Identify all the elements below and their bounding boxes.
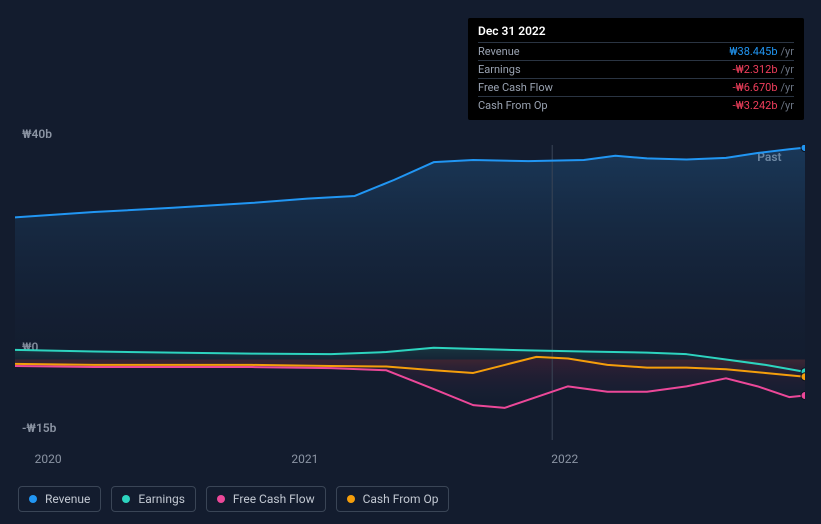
legend-label: Cash From Op — [363, 492, 439, 506]
tooltip-row-unit: /yr — [781, 63, 794, 76]
legend-item[interactable]: Earnings — [111, 486, 196, 512]
tooltip-row-value: ₩38.445b — [729, 45, 777, 58]
legend-label: Free Cash Flow — [233, 492, 315, 506]
hover-tooltip: Dec 31 2022 Revenue ₩38.445b/yr Earnings -₩… — [468, 18, 804, 120]
legend-item[interactable]: Cash From Op — [336, 486, 450, 512]
tooltip-row-value-wrap: -₩6.670b/yr — [733, 81, 794, 94]
legend-dot-icon — [29, 495, 37, 503]
legend-item[interactable]: Free Cash Flow — [206, 486, 326, 512]
tooltip-row: Earnings -₩2.312b/yr — [478, 60, 794, 78]
tooltip-row-label: Cash From Op — [478, 99, 548, 112]
tooltip-row-label: Earnings — [478, 63, 521, 76]
tooltip-row-unit: /yr — [781, 45, 794, 58]
legend-label: Earnings — [138, 492, 185, 506]
x-axis-tick: 2020 — [35, 452, 62, 466]
tooltip-row: Free Cash Flow -₩6.670b/yr — [478, 78, 794, 96]
tooltip-row: Cash From Op -₩3.242b/yr — [478, 96, 794, 114]
legend-dot-icon — [217, 495, 225, 503]
legend-dot-icon — [122, 495, 130, 503]
tooltip-row-value: -₩2.312b — [733, 63, 778, 76]
y-axis-tick: ₩40b — [22, 127, 52, 141]
chart-legend: Revenue Earnings Free Cash Flow Cash From O… — [18, 486, 449, 512]
tooltip-row-value: -₩3.242b — [733, 99, 778, 112]
series-end-marker — [801, 391, 805, 399]
x-axis-tick: 2021 — [291, 452, 318, 466]
x-axis-tick: 2022 — [551, 452, 578, 466]
series-end-marker — [801, 373, 805, 381]
tooltip-date: Dec 31 2022 — [478, 24, 794, 38]
tooltip-row-unit: /yr — [781, 81, 794, 94]
tooltip-row-unit: /yr — [781, 99, 794, 112]
finance-chart[interactable] — [15, 145, 805, 440]
tooltip-row-value: -₩6.670b — [733, 81, 778, 94]
tooltip-row-label: Free Cash Flow — [478, 81, 553, 94]
tooltip-row-value-wrap: ₩38.445b/yr — [729, 45, 794, 58]
legend-item[interactable]: Revenue — [18, 486, 101, 512]
legend-label: Revenue — [45, 492, 90, 506]
tooltip-row-value-wrap: -₩3.242b/yr — [733, 99, 794, 112]
legend-dot-icon — [347, 495, 355, 503]
tooltip-row: Revenue ₩38.445b/yr — [478, 42, 794, 60]
tooltip-row-value-wrap: -₩2.312b/yr — [733, 63, 794, 76]
series-area — [15, 148, 805, 360]
tooltip-row-label: Revenue — [478, 45, 520, 58]
